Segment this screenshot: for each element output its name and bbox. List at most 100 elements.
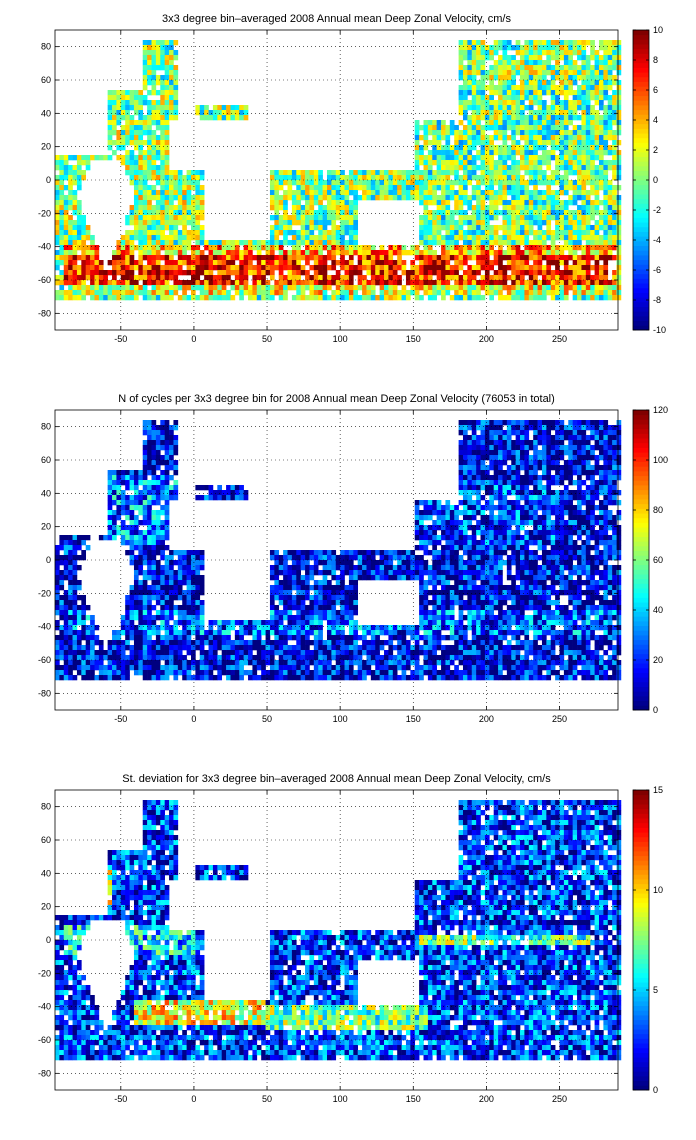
heatmap-cell [300, 265, 306, 271]
heatmap-cell [278, 195, 284, 201]
heatmap-cell [555, 190, 560, 196]
heatmap-cell [379, 275, 385, 281]
heatmap-cell [326, 230, 332, 236]
heatmap-cell [112, 250, 117, 256]
heatmap-cell [63, 650, 69, 656]
heatmap-cell [147, 615, 152, 621]
heatmap-cell [63, 230, 69, 236]
heatmap-cell [81, 610, 87, 616]
heatmap-cell [603, 195, 609, 201]
heatmap-cell [164, 510, 170, 516]
heatmap-cell [300, 280, 306, 286]
heatmap-cell [98, 275, 104, 281]
heatmap-cell [195, 620, 201, 626]
heatmap-cell [607, 125, 613, 131]
heatmap-cell [572, 70, 578, 76]
heatmap-cell [151, 620, 157, 626]
heatmap-cell [568, 50, 573, 56]
heatmap-cell [133, 470, 139, 476]
heatmap-cell [537, 55, 543, 61]
heatmap-cell [598, 55, 604, 61]
heatmap-cell [603, 170, 609, 176]
heatmap-cell [467, 70, 473, 76]
heatmap-cell [291, 250, 297, 256]
heatmap-cell [278, 170, 284, 176]
heatmap-cell [155, 280, 161, 286]
heatmap-cell [208, 110, 214, 116]
heatmap-cell [291, 175, 297, 181]
heatmap-cell [59, 175, 65, 181]
heatmap-cell [607, 120, 613, 126]
heatmap-cell [191, 185, 196, 191]
heatmap-cell [458, 45, 464, 51]
heatmap-cell [476, 265, 481, 271]
heatmap-cell [568, 170, 573, 176]
heatmap-cell [445, 205, 451, 211]
heatmap-cell [577, 140, 582, 146]
heatmap-cell [59, 605, 65, 611]
heatmap-cell [498, 125, 503, 131]
heatmap-cell [120, 105, 126, 111]
heatmap-cell [449, 225, 455, 231]
heatmap-cell [142, 485, 148, 491]
heatmap-cell [322, 285, 328, 291]
heatmap-cell [493, 165, 499, 171]
heatmap-cell [423, 250, 429, 256]
heatmap-cell [414, 190, 420, 196]
heatmap-cell [436, 150, 442, 156]
heatmap-cell [147, 535, 152, 541]
heatmap-cell [274, 180, 280, 186]
heatmap-cell [340, 265, 345, 271]
heatmap-cell [313, 280, 319, 286]
heatmap-cell [388, 195, 394, 201]
heatmap-cell [616, 185, 622, 191]
heatmap-cell [397, 295, 402, 301]
heatmap-cell [318, 260, 323, 266]
heatmap-cell [502, 175, 508, 181]
heatmap-cell [462, 85, 468, 91]
heatmap-cell [116, 660, 122, 666]
heatmap-cell [133, 185, 139, 191]
heatmap-cell [607, 160, 613, 166]
heatmap-cell [384, 275, 389, 281]
heatmap-cell [401, 285, 407, 291]
heatmap-cell [603, 260, 609, 266]
heatmap-cell [112, 500, 117, 506]
heatmap-cell [164, 285, 170, 291]
heatmap-cell [186, 555, 192, 561]
heatmap-cell [462, 115, 468, 121]
heatmap-cell [147, 505, 152, 511]
heatmap-cell [133, 280, 139, 286]
heatmap-cell [129, 235, 135, 241]
heatmap-cell [445, 135, 451, 141]
heatmap-cell [160, 595, 165, 601]
heatmap-cell [340, 285, 345, 291]
heatmap-cell [160, 665, 165, 671]
heatmap-cell [555, 70, 560, 76]
heatmap-cell [419, 200, 424, 206]
heatmap-cell [173, 660, 179, 666]
heatmap-cell [164, 275, 170, 281]
heatmap-cell [155, 510, 161, 516]
heatmap-cell [182, 185, 187, 191]
heatmap-cell [155, 80, 161, 86]
heatmap-cell [125, 620, 130, 626]
heatmap-cell [147, 195, 152, 201]
heatmap-cell [436, 175, 442, 181]
heatmap-cell [182, 255, 187, 261]
heatmap-cell [76, 610, 82, 616]
heatmap-cell [471, 145, 477, 151]
heatmap-cell [120, 245, 126, 251]
heatmap-cell [63, 295, 69, 301]
heatmap-cell [471, 205, 477, 211]
heatmap-cell [471, 175, 477, 181]
heatmap-cell [331, 280, 337, 286]
heatmap-cell [63, 570, 69, 576]
heatmap-cell [366, 190, 372, 196]
heatmap-cell [467, 90, 473, 96]
heatmap-cell [489, 280, 494, 286]
heatmap-cell [182, 675, 187, 681]
heatmap-cell [155, 65, 161, 71]
heatmap-cell [506, 75, 512, 81]
heatmap-cell [607, 210, 613, 216]
